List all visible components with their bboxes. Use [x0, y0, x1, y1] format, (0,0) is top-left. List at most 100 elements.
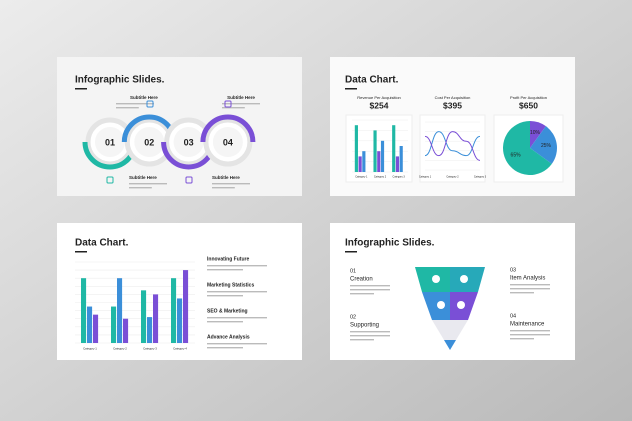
slide-title: Data Chart.	[75, 238, 129, 249]
text-placeholder	[510, 338, 534, 340]
item-label: Supporting	[350, 323, 379, 329]
step-number: 02	[144, 137, 154, 147]
item-label: Item Analysis	[510, 276, 545, 282]
subtitle: Subtitle Here	[130, 95, 158, 100]
list-title: Marketing Statistics	[207, 282, 254, 288]
bar	[87, 306, 93, 343]
category-label: Category 3	[143, 347, 157, 351]
panel-value: $650	[519, 100, 538, 110]
bar	[111, 306, 117, 343]
text-placeholder	[350, 285, 390, 287]
category-label: Category 4	[173, 347, 187, 351]
text-placeholder	[350, 331, 390, 333]
bar	[373, 130, 377, 172]
step-inner	[212, 127, 243, 157]
bar	[362, 151, 366, 172]
list-title: SEO & Marketing	[207, 308, 248, 314]
step-inner	[95, 127, 125, 157]
text-placeholder	[207, 321, 243, 323]
pencil-tip	[432, 320, 468, 350]
item-number: 03	[510, 267, 516, 273]
text-placeholder	[350, 293, 374, 295]
text-placeholder	[207, 295, 243, 297]
title-underline	[345, 251, 357, 253]
item-number: 02	[350, 314, 356, 320]
text-placeholder	[510, 292, 534, 294]
text-placeholder	[207, 343, 267, 345]
line-series	[424, 131, 481, 157]
text-placeholder	[207, 265, 267, 267]
text-placeholder	[350, 339, 374, 341]
subtitle: Subtitle Here	[129, 175, 157, 180]
list-title: Advance Analysis	[207, 334, 250, 340]
category-label: Category 1	[355, 176, 368, 179]
slide-title: Infographic Slides.	[345, 238, 435, 249]
text-placeholder	[350, 335, 390, 337]
panel-label: Revenue Per Acquisition	[357, 95, 401, 100]
step-inner	[173, 127, 204, 157]
panel-value: $254	[370, 100, 389, 110]
title-underline	[75, 88, 87, 90]
text-placeholder	[222, 107, 245, 109]
bar	[123, 318, 129, 343]
icon	[457, 301, 465, 309]
title-underline	[75, 251, 87, 253]
bar	[81, 278, 87, 343]
bar	[153, 294, 159, 343]
text-placeholder	[207, 269, 243, 271]
panel-value: $395	[443, 100, 462, 110]
slide-title: Data Chart.	[345, 75, 399, 86]
panel-label: Profit Per Acquisition	[510, 95, 547, 100]
category-label: Category 2	[113, 347, 127, 351]
icon	[460, 275, 468, 283]
pie-slice	[530, 126, 557, 164]
item-label: Creation	[350, 277, 373, 283]
panel	[419, 114, 486, 183]
step-arc	[200, 114, 256, 143]
icon	[432, 275, 440, 283]
slide-title: Infographic Slides.	[75, 75, 165, 86]
pie-label: 25%	[541, 143, 552, 149]
bar	[399, 146, 403, 172]
text-placeholder	[510, 284, 550, 286]
title-underline	[345, 88, 357, 90]
list-title: Innovating Future	[207, 256, 249, 262]
text-placeholder	[350, 289, 390, 291]
step-number: 01	[105, 137, 115, 147]
category-label: Category 2	[446, 176, 459, 179]
category-label: Category 1	[419, 176, 432, 179]
item-number: 04	[510, 313, 516, 319]
icon	[224, 100, 232, 108]
text-placeholder	[510, 288, 550, 290]
icon	[106, 176, 114, 184]
bar	[141, 290, 147, 343]
category-label: Category 3	[474, 176, 487, 179]
text-placeholder	[207, 347, 243, 349]
step-number: 04	[223, 137, 233, 147]
item-label: Maintenance	[510, 322, 545, 328]
text-placeholder	[129, 187, 152, 189]
text-placeholder	[510, 334, 550, 336]
text-placeholder	[207, 317, 267, 319]
panel-label: Cost Per Acquisition	[435, 95, 471, 100]
pie-slice	[502, 121, 552, 175]
bar	[183, 270, 189, 343]
bar	[358, 156, 362, 172]
icon	[146, 100, 154, 108]
pie-slice	[530, 121, 546, 148]
text-placeholder	[129, 183, 167, 185]
text-placeholder	[116, 107, 139, 109]
category-label: Category 3	[393, 176, 406, 179]
icon	[185, 176, 193, 184]
bar	[354, 125, 358, 172]
text-placeholder	[207, 291, 267, 293]
category-label: Category 1	[83, 347, 97, 351]
pencil-point	[444, 340, 456, 350]
step-number: 03	[184, 137, 194, 147]
bar	[392, 125, 396, 172]
bar	[380, 140, 385, 172]
item-number: 01	[350, 268, 356, 274]
subtitle: Subtitle Here	[212, 175, 240, 180]
